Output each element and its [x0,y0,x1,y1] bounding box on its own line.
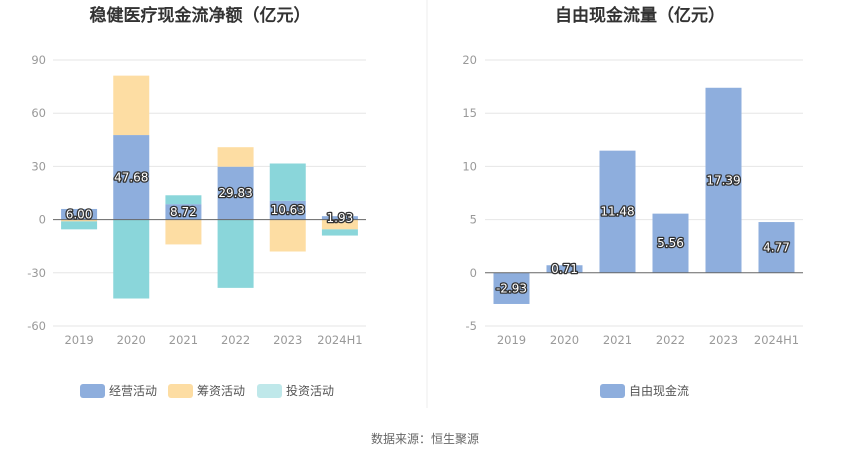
data-label: 1.93 [327,211,354,225]
bar-financing[interactable] [165,219,202,245]
x-tick-label: 2020 [550,333,579,347]
legend-swatch [257,384,282,398]
y-tick-label: 0 [39,213,46,227]
x-tick-label: 2020 [117,333,146,347]
bar-investing[interactable] [321,229,358,236]
bar-free-cash-flow[interactable] [493,272,530,304]
bar-financing[interactable] [113,75,150,136]
x-tick-label: 2024H1 [317,333,362,347]
x-tick-label: 2022 [221,333,250,347]
bar-investing[interactable] [217,219,254,288]
bar-investing[interactable] [269,163,306,201]
data-label: 29.83 [218,186,252,200]
bar-investing[interactable] [61,221,98,230]
y-tick-label: -60 [27,319,46,333]
y-tick-label: 90 [31,53,46,67]
legend-item[interactable]: 投资活动 [257,383,334,398]
bar-investing[interactable] [165,195,202,205]
legend-label: 经营活动 [109,384,157,398]
data-label: 5.56 [657,236,684,250]
y-tick-label: 10 [462,159,477,173]
data-label: 0.71 [551,262,578,276]
bar-operating[interactable] [217,166,254,220]
data-label: 17.39 [706,173,740,187]
bar-operating[interactable] [321,216,358,220]
legend-item[interactable]: 经营活动 [80,384,157,398]
bar-financing[interactable] [269,219,306,252]
chart-title: 自由现金流量（亿元） [555,5,725,26]
bar-free-cash-flow[interactable] [705,87,742,273]
x-tick-label: 2021 [603,333,632,347]
bar-free-cash-flow[interactable] [758,222,795,273]
cash-flow-chart: 稳健医疗现金流净额（亿元） 90 60 30 0 -30 -60 2019 2020 2021 2… [27,5,366,398]
bar-free-cash-flow[interactable] [652,213,689,273]
chart-title: 稳健医疗现金流净额（亿元） [90,5,311,26]
data-label: -2.93 [496,281,527,295]
data-source-note: 数据来源：恒生聚源 [370,432,479,446]
y-tick-label: 5 [470,213,477,227]
bar-financing[interactable] [321,219,358,230]
bar-operating[interactable] [113,135,150,220]
x-tick-label: 2024H1 [754,333,799,347]
legend-swatch [600,384,625,398]
x-tick-label: 2022 [656,333,685,347]
data-label: 6.00 [66,207,93,221]
bar-operating[interactable] [61,208,98,220]
x-tick-label: 2019 [497,333,526,347]
y-tick-label: -30 [27,266,46,280]
bar-free-cash-flow[interactable] [546,265,583,273]
x-tick-label: 2019 [64,333,93,347]
y-tick-label: 0 [470,266,477,280]
legend-label: 筹资活动 [197,384,245,398]
legend-item[interactable]: 筹资活动 [168,384,245,398]
legend-item[interactable]: 自由现金流 [600,383,689,398]
bar-financing[interactable] [61,219,98,222]
data-label: 10.63 [271,203,305,217]
free-cash-flow-chart: 自由现金流量（亿元） 20 15 10 5 0 -5 2019 2020 2021 2022 202… [462,5,803,398]
bar-free-cash-flow[interactable] [599,150,636,273]
y-tick-label: 15 [462,106,477,120]
data-label: 8.72 [170,205,197,219]
legend-label: 投资活动 [286,383,334,398]
y-tick-label: -5 [466,319,477,333]
y-tick-label: 30 [31,159,46,173]
bar-operating[interactable] [165,204,202,220]
y-tick-label: 20 [462,53,477,67]
data-label: 11.48 [600,205,634,219]
bar-operating[interactable] [269,200,306,220]
x-tick-label: 2023 [273,333,302,347]
y-tick-label: 60 [31,106,46,120]
data-label: 47.68 [114,170,148,184]
legend-swatch [168,384,193,398]
x-tick-label: 2021 [169,333,198,347]
legend-label: 自由现金流 [629,383,689,398]
x-tick-label: 2023 [709,333,738,347]
bar-financing[interactable] [217,147,254,167]
legend-swatch [80,384,105,398]
data-label: 4.77 [763,240,790,254]
bar-investing[interactable] [113,219,150,299]
